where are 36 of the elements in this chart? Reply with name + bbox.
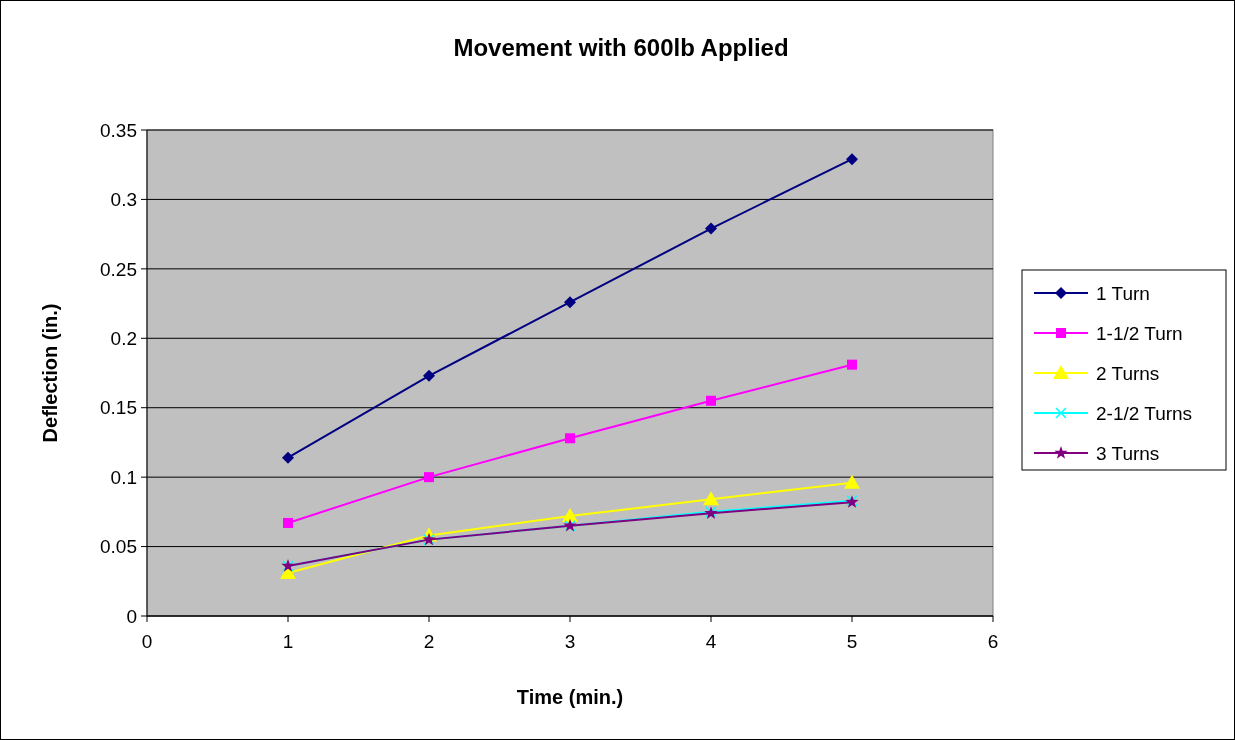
point: [423, 369, 435, 382]
y-tick-label: 0.1: [110, 466, 137, 488]
y-tick-label: 0.3: [110, 189, 137, 211]
x-tick-label: 3: [564, 631, 576, 652]
y-tick-label: 0.2: [110, 327, 137, 349]
legend-label: 2 Turns: [1096, 362, 1160, 384]
legend-label: 1-1/2 Turn: [1096, 322, 1183, 344]
point: [706, 395, 716, 406]
legend-label: 2-1/2 Turns: [1096, 402, 1193, 424]
x-axis-title: Time (min.): [516, 686, 624, 708]
x-tick-label: 1: [282, 631, 294, 652]
point: [565, 433, 575, 444]
point: [283, 517, 293, 528]
y-axis-title: Deflection (in.): [39, 303, 61, 443]
y-tick-label: 0.25: [100, 258, 137, 280]
y-tick-label: 0.05: [100, 536, 137, 558]
legend-label: 3 Turns: [1096, 442, 1160, 464]
point: [562, 508, 578, 523]
point: [705, 222, 717, 235]
y-tick-label: 0.35: [100, 119, 137, 141]
x-tick-label: 4: [705, 631, 717, 652]
point: [424, 472, 434, 483]
point: [847, 359, 857, 370]
y-tick-label: 0: [126, 605, 137, 627]
point: [564, 296, 576, 309]
legend-label: 1 Turn: [1096, 282, 1150, 304]
x-tick-label: 5: [846, 631, 858, 652]
point: [282, 451, 294, 464]
chart-title: Movement with 600lb Applied: [453, 34, 789, 61]
x-tick-label: 6: [987, 631, 999, 652]
x-tick-label: 2: [423, 631, 435, 652]
point: [703, 491, 719, 506]
y-tick-label: 0.15: [100, 397, 137, 419]
point: [846, 153, 858, 166]
point: [844, 474, 860, 489]
x-tick-label: 0: [141, 631, 153, 652]
